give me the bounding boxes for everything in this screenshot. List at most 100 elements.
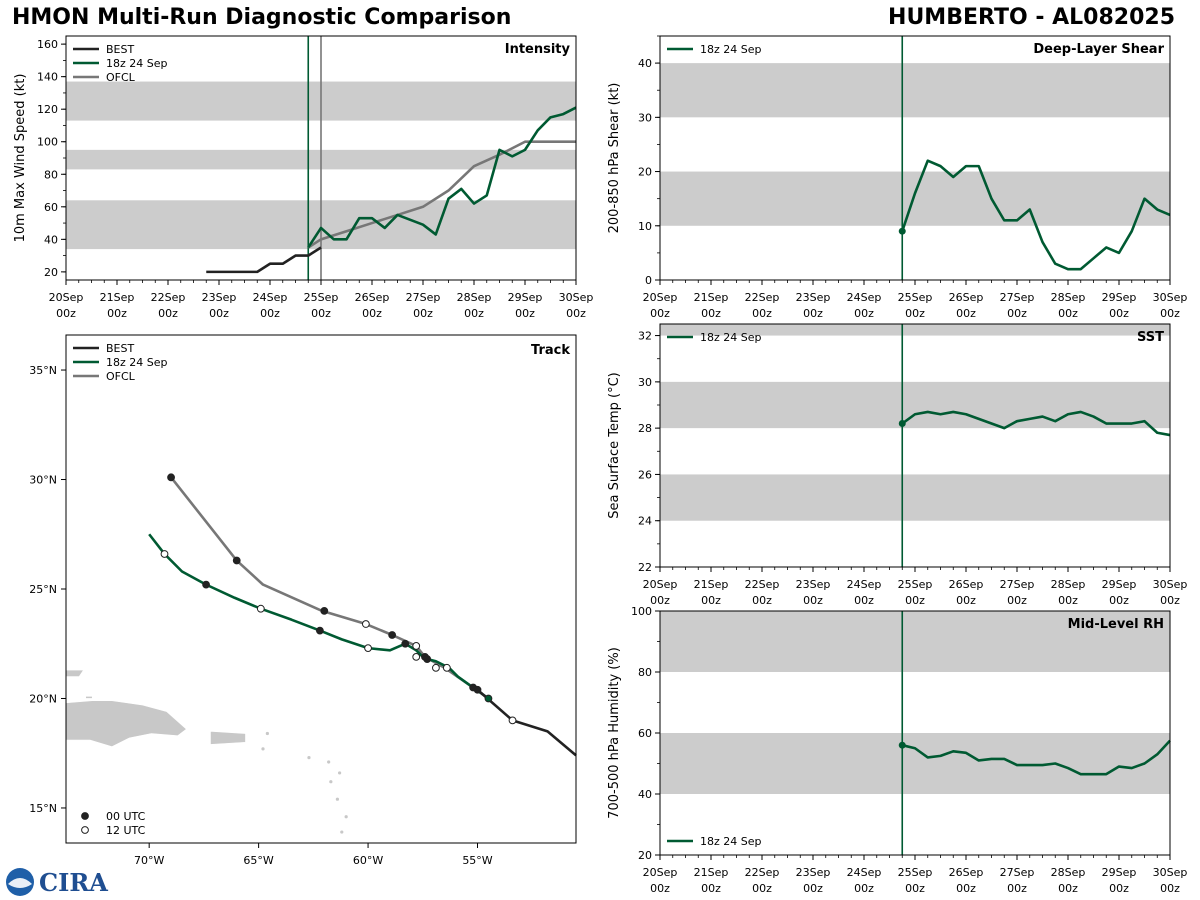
x-tick-label-day: 23Sep — [796, 578, 831, 591]
noaa-bird-icon — [8, 878, 32, 888]
x-tick-label-hour: 00z — [1007, 307, 1027, 320]
marker-legend-swatch — [81, 812, 89, 820]
island-dot — [261, 747, 265, 751]
x-tick-label-hour: 00z — [1109, 882, 1129, 895]
track-marker-00utc — [473, 685, 482, 694]
x-tick-label-hour: 00z — [209, 307, 229, 320]
x-tick-label-day: 30Sep — [1153, 866, 1188, 879]
x-tick-label-hour: 00z — [701, 307, 721, 320]
x-tick-label-hour: 00z — [311, 307, 331, 320]
panel-title: Track — [531, 343, 570, 358]
land-polygon — [85, 695, 93, 699]
track-line-ofcl — [170, 476, 474, 689]
track-marker-12utc — [412, 652, 421, 661]
x-tick-label-day: 25Sep — [898, 866, 933, 879]
y-tick-label: 26 — [638, 468, 652, 481]
island-dot — [335, 797, 340, 801]
x-tick-label-hour: 00z — [1007, 594, 1027, 607]
init-point — [898, 741, 906, 749]
y-tick-label: 25°N — [29, 583, 57, 596]
init-point — [898, 227, 906, 235]
x-tick-label-hour: 00z — [752, 307, 772, 320]
track-marker-00utc — [401, 639, 410, 648]
panel-title: SST — [1137, 330, 1164, 345]
y-tick-label: 120 — [37, 103, 58, 116]
page-title: HMON Multi-Run Diagnostic Comparison — [12, 5, 512, 30]
y-tick-label: 22 — [638, 561, 652, 574]
land-polygon — [210, 731, 246, 745]
x-tick-label-hour: 00z — [752, 594, 772, 607]
marker-legend-swatch — [81, 826, 89, 834]
x-tick-label: 55°W — [462, 854, 492, 867]
track-marker-00utc — [388, 631, 397, 639]
x-tick-label-hour: 00z — [1058, 882, 1078, 895]
shaded-band — [660, 63, 1170, 118]
x-tick-label-day: 29Sep — [1102, 866, 1137, 879]
plot-frame — [659, 35, 1171, 281]
x-tick-label-hour: 00z — [1007, 882, 1027, 895]
y-axis-label: 10m Max Wind Speed (kt) — [13, 74, 28, 243]
x-tick-label-hour: 00z — [515, 307, 535, 320]
land-polygon — [65, 669, 85, 677]
x-tick-label-day: 23Sep — [796, 866, 831, 879]
x-tick-label-day: 26Sep — [949, 866, 984, 879]
legend-label-run: 18z 24 Sep — [700, 43, 762, 56]
track-marker-12utc — [256, 604, 265, 613]
x-tick-label-hour: 00z — [956, 594, 976, 607]
panel-title: Intensity — [505, 42, 571, 57]
marker-legend-label: 00 UTC — [106, 810, 146, 823]
x-tick-label-day: 21Sep — [694, 578, 729, 591]
track-marker-00utc — [232, 556, 241, 565]
x-tick-label-hour: 00z — [956, 307, 976, 320]
track-line-run — [148, 533, 490, 700]
x-tick-label-day: 23Sep — [202, 291, 237, 304]
x-tick-label-hour: 00z — [1160, 594, 1180, 607]
x-tick-label-hour: 00z — [803, 594, 823, 607]
plot-frame — [65, 334, 577, 844]
series-line-run — [901, 410, 1171, 437]
island-dot — [344, 815, 348, 819]
plot-frame — [659, 610, 1171, 856]
track-marker-00utc — [316, 626, 324, 635]
land-polygon — [65, 700, 187, 747]
x-tick-label-hour: 00z — [905, 307, 925, 320]
panel-mid-level-rh: 20 40 60 80 100 20Sep 00z 21Sep 00z 22Sep 00z 23Sep… — [607, 605, 1187, 895]
track-marker-12utc — [412, 642, 421, 650]
legend-label-ofcl: OFCL — [106, 370, 136, 383]
y-tick-label: 40 — [44, 233, 58, 246]
x-tick-label-hour: 00z — [1160, 307, 1180, 320]
legend-label-ofcl: OFCL — [106, 71, 136, 84]
panel-deep-layer-shear: 0 10 20 30 40 20Sep 00z 21Sep 00z 22Sep 00z 23Sep 00… — [607, 35, 1188, 320]
x-tick-label-day: 21Sep — [694, 291, 729, 304]
x-tick-label-day: 20Sep — [643, 866, 678, 879]
x-tick-label-day: 27Sep — [1000, 578, 1035, 591]
island-dot — [307, 756, 311, 760]
x-tick-label-day: 30Sep — [1153, 291, 1188, 304]
x-tick-label-day: 25Sep — [304, 291, 339, 304]
x-tick-label-hour: 00z — [1160, 882, 1180, 895]
x-tick-label-day: 28Sep — [457, 291, 492, 304]
y-tick-label: 10 — [638, 220, 652, 233]
init-point — [898, 420, 906, 428]
y-tick-label: 100 — [37, 136, 58, 149]
x-tick-label-day: 22Sep — [151, 291, 186, 304]
y-tick-label: 20 — [638, 849, 652, 862]
x-tick-label-hour: 00z — [701, 594, 721, 607]
shaded-band — [660, 324, 1170, 336]
x-tick-label-hour: 00z — [1058, 594, 1078, 607]
x-tick-label-hour: 00z — [854, 594, 874, 607]
x-tick-label-hour: 00z — [650, 882, 670, 895]
x-tick-label-hour: 00z — [56, 307, 76, 320]
x-tick-label-day: 26Sep — [355, 291, 390, 304]
legend-label-best: BEST — [106, 342, 134, 355]
x-tick-label-day: 24Sep — [847, 291, 882, 304]
y-tick-label: 40 — [638, 788, 652, 801]
x-tick-label-hour: 00z — [905, 594, 925, 607]
y-tick-label: 30°N — [29, 474, 57, 487]
shaded-band — [660, 171, 1170, 226]
track-marker-00utc — [320, 606, 329, 615]
cira-logo: CIRA — [6, 868, 108, 897]
island-dot — [329, 780, 333, 784]
y-tick-label: 28 — [638, 422, 652, 435]
